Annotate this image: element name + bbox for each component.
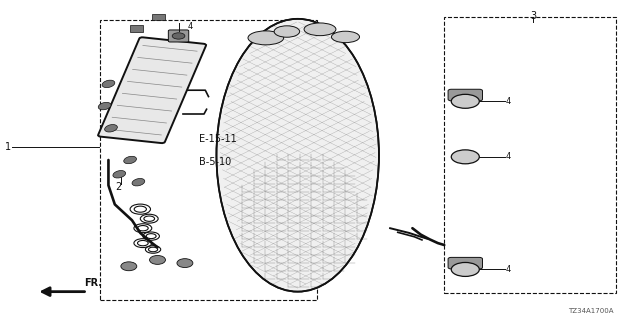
Ellipse shape bbox=[113, 171, 125, 178]
Circle shape bbox=[451, 94, 479, 108]
Ellipse shape bbox=[304, 23, 336, 36]
Circle shape bbox=[451, 150, 479, 164]
Text: E-15-11: E-15-11 bbox=[199, 134, 237, 144]
Ellipse shape bbox=[132, 179, 145, 186]
Ellipse shape bbox=[99, 102, 111, 110]
Text: 2: 2 bbox=[115, 182, 121, 192]
Text: 4: 4 bbox=[188, 22, 193, 31]
Ellipse shape bbox=[216, 19, 379, 292]
Text: TZ34A1700A: TZ34A1700A bbox=[568, 308, 613, 314]
Text: 4: 4 bbox=[506, 265, 511, 274]
Ellipse shape bbox=[124, 156, 136, 164]
Text: FR.: FR. bbox=[84, 278, 102, 288]
Ellipse shape bbox=[121, 262, 137, 271]
FancyBboxPatch shape bbox=[448, 89, 483, 101]
Ellipse shape bbox=[274, 26, 300, 37]
Bar bbox=[152, 14, 165, 20]
Ellipse shape bbox=[104, 124, 117, 132]
Ellipse shape bbox=[248, 31, 284, 45]
FancyBboxPatch shape bbox=[168, 30, 189, 42]
Text: 4: 4 bbox=[506, 152, 511, 161]
Text: 3: 3 bbox=[531, 11, 536, 21]
Circle shape bbox=[172, 33, 185, 39]
FancyBboxPatch shape bbox=[98, 37, 206, 143]
FancyBboxPatch shape bbox=[448, 257, 483, 269]
Text: 4: 4 bbox=[506, 97, 511, 106]
Text: B-5-10: B-5-10 bbox=[199, 156, 231, 167]
Ellipse shape bbox=[332, 31, 360, 43]
Circle shape bbox=[451, 262, 479, 276]
Bar bbox=[130, 25, 143, 32]
Ellipse shape bbox=[150, 255, 166, 264]
Ellipse shape bbox=[177, 259, 193, 268]
Text: 1: 1 bbox=[4, 142, 11, 152]
Ellipse shape bbox=[102, 80, 115, 88]
